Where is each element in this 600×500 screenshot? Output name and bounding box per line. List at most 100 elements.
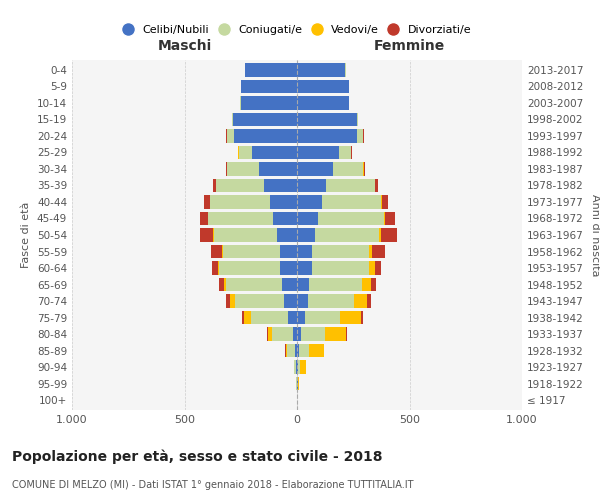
Bar [287, 344, 295, 357]
Bar [338, 146, 351, 159]
Bar [301, 328, 325, 340]
Text: Femmine: Femmine [374, 39, 445, 53]
Bar [245, 64, 297, 76]
Bar [297, 344, 299, 357]
Bar [200, 212, 208, 225]
Bar [270, 196, 297, 208]
Bar [298, 377, 299, 390]
Bar [297, 162, 333, 175]
Bar [220, 262, 280, 274]
Bar [369, 245, 373, 258]
Bar [241, 80, 297, 93]
Text: Maschi: Maschi [157, 39, 212, 53]
Bar [242, 311, 244, 324]
Bar [244, 311, 251, 324]
Bar [223, 245, 280, 258]
Bar [354, 294, 367, 308]
Bar [252, 146, 297, 159]
Bar [211, 196, 270, 208]
Bar [295, 360, 296, 374]
Bar [286, 344, 287, 357]
Bar [268, 328, 272, 340]
Bar [297, 179, 326, 192]
Bar [214, 228, 277, 241]
Bar [274, 212, 297, 225]
Bar [214, 179, 215, 192]
Bar [297, 212, 319, 225]
Text: COMUNE DI MELZO (MI) - Dati ISTAT 1° gennaio 2018 - Elaborazione TUTTITALIA.IT: COMUNE DI MELZO (MI) - Dati ISTAT 1° gen… [12, 480, 413, 490]
Bar [297, 113, 356, 126]
Bar [298, 360, 301, 374]
Bar [297, 360, 298, 374]
Bar [204, 196, 210, 208]
Bar [356, 130, 363, 142]
Bar [293, 328, 297, 340]
Bar [216, 179, 265, 192]
Bar [297, 130, 356, 142]
Bar [301, 360, 306, 374]
Bar [296, 360, 297, 374]
Bar [375, 179, 379, 192]
Bar [297, 146, 338, 159]
Bar [272, 328, 293, 340]
Bar [259, 162, 297, 175]
Bar [297, 328, 301, 340]
Bar [232, 113, 233, 126]
Legend: Celibi/Nubili, Coniugati/e, Vedovi/e, Divorziati/e: Celibi/Nubili, Coniugati/e, Vedovi/e, Di… [118, 20, 476, 40]
Bar [297, 196, 322, 208]
Bar [295, 344, 297, 357]
Y-axis label: Anni di nascita: Anni di nascita [590, 194, 600, 276]
Bar [234, 130, 297, 142]
Bar [233, 113, 297, 126]
Y-axis label: Fasce di età: Fasce di età [22, 202, 31, 268]
Bar [241, 96, 297, 110]
Bar [305, 311, 340, 324]
Bar [239, 146, 252, 159]
Bar [218, 262, 220, 274]
Bar [364, 162, 365, 175]
Bar [379, 228, 382, 241]
Bar [374, 262, 382, 274]
Bar [326, 179, 374, 192]
Bar [297, 377, 298, 390]
Bar [322, 196, 382, 208]
Bar [382, 196, 388, 208]
Bar [356, 113, 358, 126]
Bar [226, 278, 283, 291]
Bar [373, 245, 385, 258]
Bar [310, 344, 324, 357]
Text: Popolazione per età, sesso e stato civile - 2018: Popolazione per età, sesso e stato civil… [12, 450, 383, 464]
Bar [311, 262, 369, 274]
Bar [385, 212, 395, 225]
Bar [325, 328, 346, 340]
Bar [224, 278, 226, 291]
Bar [284, 294, 297, 308]
Bar [212, 262, 218, 274]
Bar [297, 294, 308, 308]
Bar [297, 278, 310, 291]
Bar [200, 228, 214, 241]
Bar [297, 96, 349, 110]
Bar [211, 245, 222, 258]
Bar [226, 294, 229, 308]
Bar [311, 245, 369, 258]
Bar [235, 294, 284, 308]
Bar [227, 130, 234, 142]
Bar [266, 328, 268, 340]
Bar [283, 278, 297, 291]
Bar [299, 344, 310, 357]
Bar [308, 294, 354, 308]
Bar [227, 162, 259, 175]
Bar [265, 179, 297, 192]
Bar [208, 212, 274, 225]
Bar [288, 311, 297, 324]
Bar [297, 262, 311, 274]
Bar [220, 278, 224, 291]
Bar [277, 228, 297, 241]
Bar [382, 228, 397, 241]
Bar [340, 311, 361, 324]
Bar [361, 311, 364, 324]
Bar [251, 311, 288, 324]
Bar [297, 311, 305, 324]
Bar [346, 328, 347, 340]
